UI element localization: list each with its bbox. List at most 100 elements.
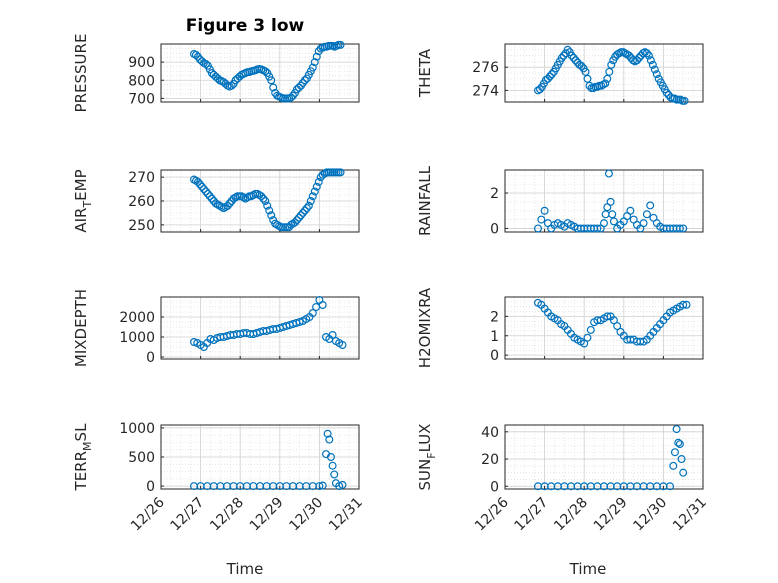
y-tick-label: 0 [146, 350, 155, 366]
axes-frame [160, 296, 360, 360]
x-tick-label: 12/29 [247, 495, 287, 535]
data-point [323, 429, 332, 438]
data-point [223, 201, 232, 210]
y-tick-label: 270 [128, 170, 155, 186]
data-point [547, 70, 556, 79]
data-point [257, 192, 266, 201]
data-point [294, 213, 303, 222]
data-point [320, 169, 329, 178]
data-point [261, 197, 270, 206]
chart-panel-3: 0 2 RAINFALL [416, 165, 704, 237]
y-axis-label: RAINFALL [416, 165, 434, 236]
data-point [318, 481, 327, 490]
data-point [325, 435, 334, 444]
x-axis-label-left: Time [226, 560, 264, 578]
x-tick-label: 12/28 [551, 495, 591, 535]
data-point [231, 193, 240, 202]
data-point [338, 341, 347, 350]
data-point [533, 224, 542, 233]
data-point [609, 217, 618, 226]
data-point [205, 192, 214, 201]
y-axis-label: AIRTEMP [72, 169, 94, 232]
chart-panel-1: 274 276 THETA [416, 43, 704, 105]
y-tick-label: 276 [472, 60, 499, 76]
y-tick-label: 260 [128, 194, 155, 210]
axes-frame [504, 169, 704, 233]
data-point [298, 208, 307, 217]
chart-panel-6: 0 500 1000 12/26 12/27 12/28 12/29 12/30 12/31 TE… [72, 421, 366, 534]
data-point [652, 70, 661, 79]
data-point [287, 93, 296, 102]
axes-frame [504, 424, 704, 490]
data-point [312, 52, 321, 61]
data-point [604, 169, 613, 178]
data-point [559, 51, 568, 60]
data-point [581, 67, 590, 76]
data-point [669, 461, 678, 470]
data-point [213, 74, 222, 83]
y-tick-label: 2 [490, 309, 499, 325]
y-tick-label: 20 [481, 452, 499, 468]
x-tick-label: 12/30 [630, 495, 670, 535]
data-point [613, 322, 622, 331]
data-point [308, 63, 317, 72]
data-point [191, 50, 200, 59]
data-point [677, 455, 686, 464]
data-point [567, 51, 576, 60]
data-point [271, 219, 280, 228]
data-point [203, 189, 212, 198]
data-point [287, 220, 296, 229]
y-tick-label: 0 [490, 479, 499, 495]
data-point [310, 58, 319, 67]
y-axis-label: THETA [416, 48, 434, 98]
data-point [237, 192, 246, 201]
data-point [583, 333, 592, 342]
y-tick-label: 900 [128, 55, 155, 71]
data-point [682, 300, 691, 309]
axes-frame [504, 43, 704, 103]
y-tick-label: 0 [146, 479, 155, 495]
data-point [197, 182, 206, 191]
y-axis-label: SUNFLUX [416, 424, 438, 491]
data-point [679, 224, 688, 233]
data-point [265, 206, 274, 215]
data-point [537, 215, 546, 224]
y-tick-label: 800 [128, 73, 155, 89]
chart-panel-2: 250 260 270 AIRTEMP [72, 168, 360, 234]
data-point [571, 56, 580, 65]
data-point [603, 312, 612, 321]
data-point [626, 206, 635, 215]
data-point [540, 206, 549, 215]
data-point [292, 216, 301, 225]
data-point [295, 318, 304, 327]
data-point [593, 224, 602, 233]
y-tick-label: 0 [490, 221, 499, 237]
data-point [219, 204, 228, 213]
data-point [605, 67, 614, 76]
data-point [190, 338, 199, 347]
data-point [195, 180, 204, 189]
data-point [227, 81, 236, 90]
data-point [679, 468, 688, 477]
x-tick-label: 12/28 [207, 495, 247, 535]
data-point [642, 210, 651, 219]
data-point [577, 62, 586, 71]
data-point [535, 85, 544, 94]
figure-title: Figure 3 low [186, 16, 305, 36]
data-point [650, 65, 659, 74]
data-point [326, 453, 335, 462]
data-point [609, 316, 618, 325]
y-tick-label: 2 [490, 186, 499, 202]
data-point [338, 480, 347, 489]
data-point [249, 191, 258, 200]
data-point [275, 222, 284, 231]
x-tick-label: 12/31 [326, 495, 366, 535]
data-point [543, 74, 552, 83]
data-point [215, 201, 224, 210]
data-point [269, 83, 278, 92]
data-point [213, 200, 222, 209]
x-tick-label: 12/31 [670, 495, 710, 535]
data-point [665, 482, 674, 491]
data-point [312, 182, 321, 191]
data-point [211, 199, 220, 208]
